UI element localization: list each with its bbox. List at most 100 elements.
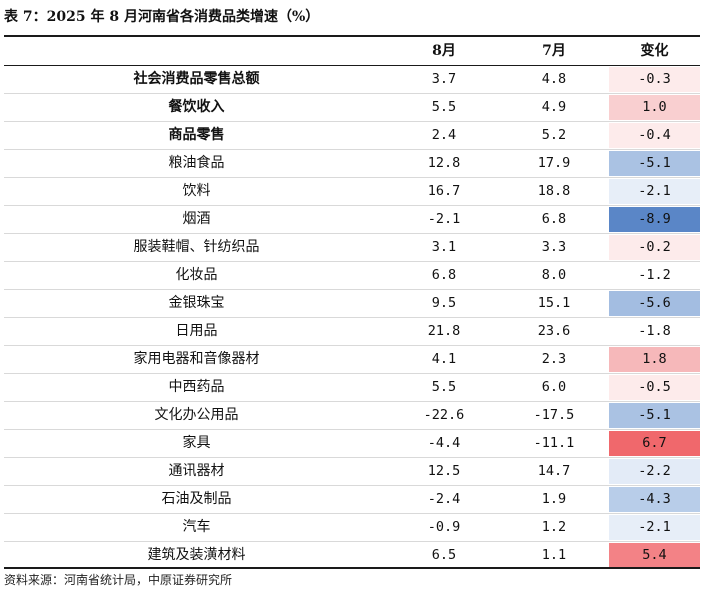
bottom-rule: [4, 567, 700, 569]
row-label: 中西药品: [168, 379, 225, 395]
change-heat-cell: [609, 347, 700, 372]
aug-value: 6.8: [431, 267, 457, 283]
row-label: 文化办公用品: [154, 407, 239, 423]
table-row: 家用电器和音像器材 4.1 2.3 1.8: [4, 346, 700, 374]
aug-value: 3.1: [431, 239, 457, 255]
row-divider: [4, 345, 700, 346]
change-heat-cell: [609, 67, 700, 92]
change-heat-cell: [609, 151, 700, 176]
change-value: 1.0: [642, 99, 667, 115]
aug-value: 12.8: [427, 155, 461, 171]
aug-value: -2.1: [427, 211, 461, 227]
jul-value: 2.3: [541, 351, 567, 367]
row-divider: [4, 373, 700, 374]
jul-value: 23.6: [537, 323, 571, 339]
aug-value: 6.5: [431, 547, 457, 563]
change-value: -0.4: [638, 127, 671, 143]
header-rule: [4, 65, 700, 66]
aug-value: -0.9: [427, 519, 461, 535]
table-row: 家具 -4.4 -11.1 6.7: [4, 430, 700, 458]
table-row: 中西药品 5.5 6.0 -0.5: [4, 374, 700, 402]
aug-value: 3.7: [431, 71, 457, 87]
table-row: 粮油食品 12.8 17.9 -5.1: [4, 150, 700, 178]
change-heat-cell: [609, 375, 700, 400]
change-heat-cell: [609, 235, 700, 260]
change-value: -0.2: [638, 239, 671, 255]
jul-value: 6.8: [541, 211, 567, 227]
header-change: 变化: [640, 43, 669, 59]
change-heat-cell: [609, 319, 700, 344]
change-value: -2.1: [638, 183, 671, 199]
aug-value: -2.4: [427, 491, 461, 507]
jul-value: 3.3: [541, 239, 567, 255]
header-jul: 7月: [542, 43, 566, 59]
row-label: 通讯器材: [168, 463, 225, 479]
table-row: 服装鞋帽、针纺织品 3.1 3.3 -0.2: [4, 234, 700, 262]
jul-value: 4.8: [541, 71, 567, 87]
row-label: 社会消费品零售总额: [133, 71, 260, 87]
table-row: 社会消费品零售总额 3.7 4.8 -0.3: [4, 66, 700, 94]
change-heat-cell: [609, 515, 700, 540]
table-row: 石油及制品 -2.4 1.9 -4.3: [4, 486, 700, 514]
jul-value: 18.8: [537, 183, 571, 199]
jul-value: 1.2: [541, 519, 567, 535]
aug-value: 4.1: [431, 351, 457, 367]
change-value: 1.8: [642, 351, 667, 367]
aug-value: 5.5: [431, 99, 457, 115]
row-divider: [4, 429, 700, 430]
aug-value: 5.5: [431, 379, 457, 395]
row-divider: [4, 261, 700, 262]
jul-value: 6.0: [541, 379, 567, 395]
row-divider: [4, 485, 700, 486]
change-heat-cell: [609, 403, 700, 428]
row-divider: [4, 513, 700, 514]
change-heat-cell: [609, 543, 700, 568]
change-heat-cell: [609, 263, 700, 288]
top-rule: [4, 35, 700, 37]
row-label: 服装鞋帽、针纺织品: [133, 239, 260, 255]
change-value: 6.7: [642, 435, 667, 451]
row-divider: [4, 401, 700, 402]
jul-value: 14.7: [537, 463, 571, 479]
jul-value: 4.9: [541, 99, 567, 115]
row-label: 家具: [182, 435, 211, 451]
change-heat-cell: [609, 123, 700, 148]
change-heat-cell: [609, 207, 700, 232]
change-value: -1.8: [638, 323, 671, 339]
jul-value: 15.1: [537, 295, 571, 311]
jul-value: 1.1: [541, 547, 567, 563]
change-value: -1.2: [638, 267, 671, 283]
row-label: 汽车: [182, 519, 211, 535]
row-label: 化妆品: [175, 267, 218, 283]
row-label: 烟酒: [182, 211, 211, 227]
aug-value: -22.6: [423, 407, 465, 423]
row-divider: [4, 541, 700, 542]
jul-value: 8.0: [541, 267, 567, 283]
change-value: -0.5: [638, 379, 671, 395]
table-title: 表 7：2025 年 8 月河南省各消费品类增速（%）: [4, 9, 320, 25]
header-aug: 8月: [432, 43, 456, 59]
row-label: 家用电器和音像器材: [133, 351, 260, 367]
change-value: -0.3: [638, 71, 671, 87]
change-heat-cell: [609, 95, 700, 120]
row-divider: [4, 149, 700, 150]
row-divider: [4, 177, 700, 178]
row-divider: [4, 121, 700, 122]
change-value: -4.3: [638, 491, 671, 507]
aug-value: 12.5: [427, 463, 461, 479]
row-divider: [4, 317, 700, 318]
row-divider: [4, 233, 700, 234]
aug-value: 2.4: [431, 127, 457, 143]
change-value: -2.1: [638, 519, 671, 535]
jul-value: -17.5: [533, 407, 575, 423]
change-value: -5.1: [638, 155, 671, 171]
table-header: 8月 7月 变化: [4, 37, 700, 65]
row-label: 饮料: [182, 183, 211, 199]
table-row: 汽车 -0.9 1.2 -2.1: [4, 514, 700, 542]
change-heat-cell: [609, 459, 700, 484]
row-divider: [4, 457, 700, 458]
change-heat-cell: [609, 487, 700, 512]
row-divider: [4, 289, 700, 290]
table-row: 日用品 21.8 23.6 -1.8: [4, 318, 700, 346]
change-value: -8.9: [638, 211, 671, 227]
